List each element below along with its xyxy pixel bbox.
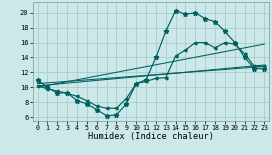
X-axis label: Humidex (Indice chaleur): Humidex (Indice chaleur) — [88, 133, 214, 142]
